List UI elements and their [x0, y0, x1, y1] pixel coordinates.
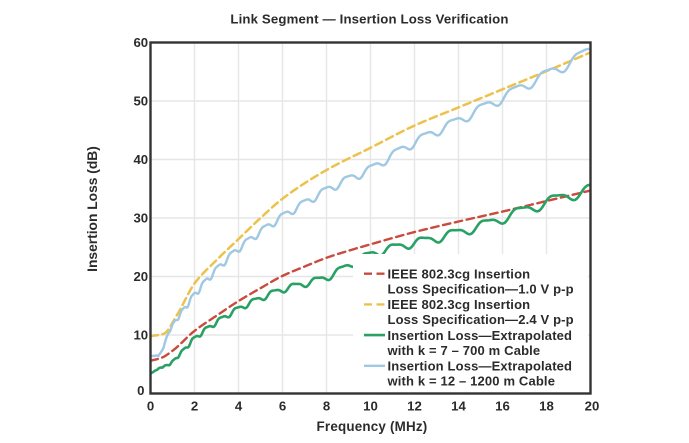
- svg-text:IEEE 802.3cg Insertion: IEEE 802.3cg Insertion: [388, 297, 531, 312]
- svg-text:Frequency (MHz): Frequency (MHz): [317, 419, 428, 434]
- svg-text:50: 50: [133, 94, 148, 109]
- svg-text:14: 14: [451, 399, 466, 414]
- svg-text:18: 18: [539, 399, 554, 414]
- svg-text:with k = 12 – 1200 m Cable: with k = 12 – 1200 m Cable: [387, 374, 556, 389]
- svg-text:8: 8: [323, 399, 330, 414]
- svg-text:0: 0: [147, 399, 154, 414]
- svg-text:6: 6: [279, 399, 286, 414]
- svg-text:12: 12: [407, 399, 422, 414]
- svg-text:10: 10: [363, 399, 378, 414]
- svg-text:20: 20: [585, 399, 600, 414]
- svg-text:Insertion Loss (dB): Insertion Loss (dB): [85, 146, 100, 272]
- svg-text:20: 20: [133, 269, 148, 284]
- svg-text:with k = 7 – 700 m Cable: with k = 7 – 700 m Cable: [387, 343, 541, 358]
- svg-text:Loss Specification—1.0 V p-p: Loss Specification—1.0 V p-p: [388, 281, 574, 296]
- svg-text:60: 60: [133, 35, 148, 50]
- svg-text:16: 16: [495, 399, 510, 414]
- svg-text:0: 0: [137, 383, 144, 398]
- svg-text:Insertion Loss—Extrapolated: Insertion Loss—Extrapolated: [388, 328, 573, 343]
- svg-text:IEEE 802.3cg Insertion: IEEE 802.3cg Insertion: [388, 266, 531, 281]
- svg-text:40: 40: [133, 152, 148, 167]
- svg-text:2: 2: [191, 399, 198, 414]
- svg-text:30: 30: [133, 211, 148, 226]
- svg-text:Loss Specification—2.4 V p-p: Loss Specification—2.4 V p-p: [388, 312, 574, 327]
- svg-text:10: 10: [133, 328, 148, 343]
- svg-text:Link Segment — Insertion Loss: Link Segment — Insertion Loss Verificati…: [230, 12, 508, 27]
- svg-text:4: 4: [235, 399, 243, 414]
- svg-text:Insertion Loss—Extrapolated: Insertion Loss—Extrapolated: [388, 359, 573, 374]
